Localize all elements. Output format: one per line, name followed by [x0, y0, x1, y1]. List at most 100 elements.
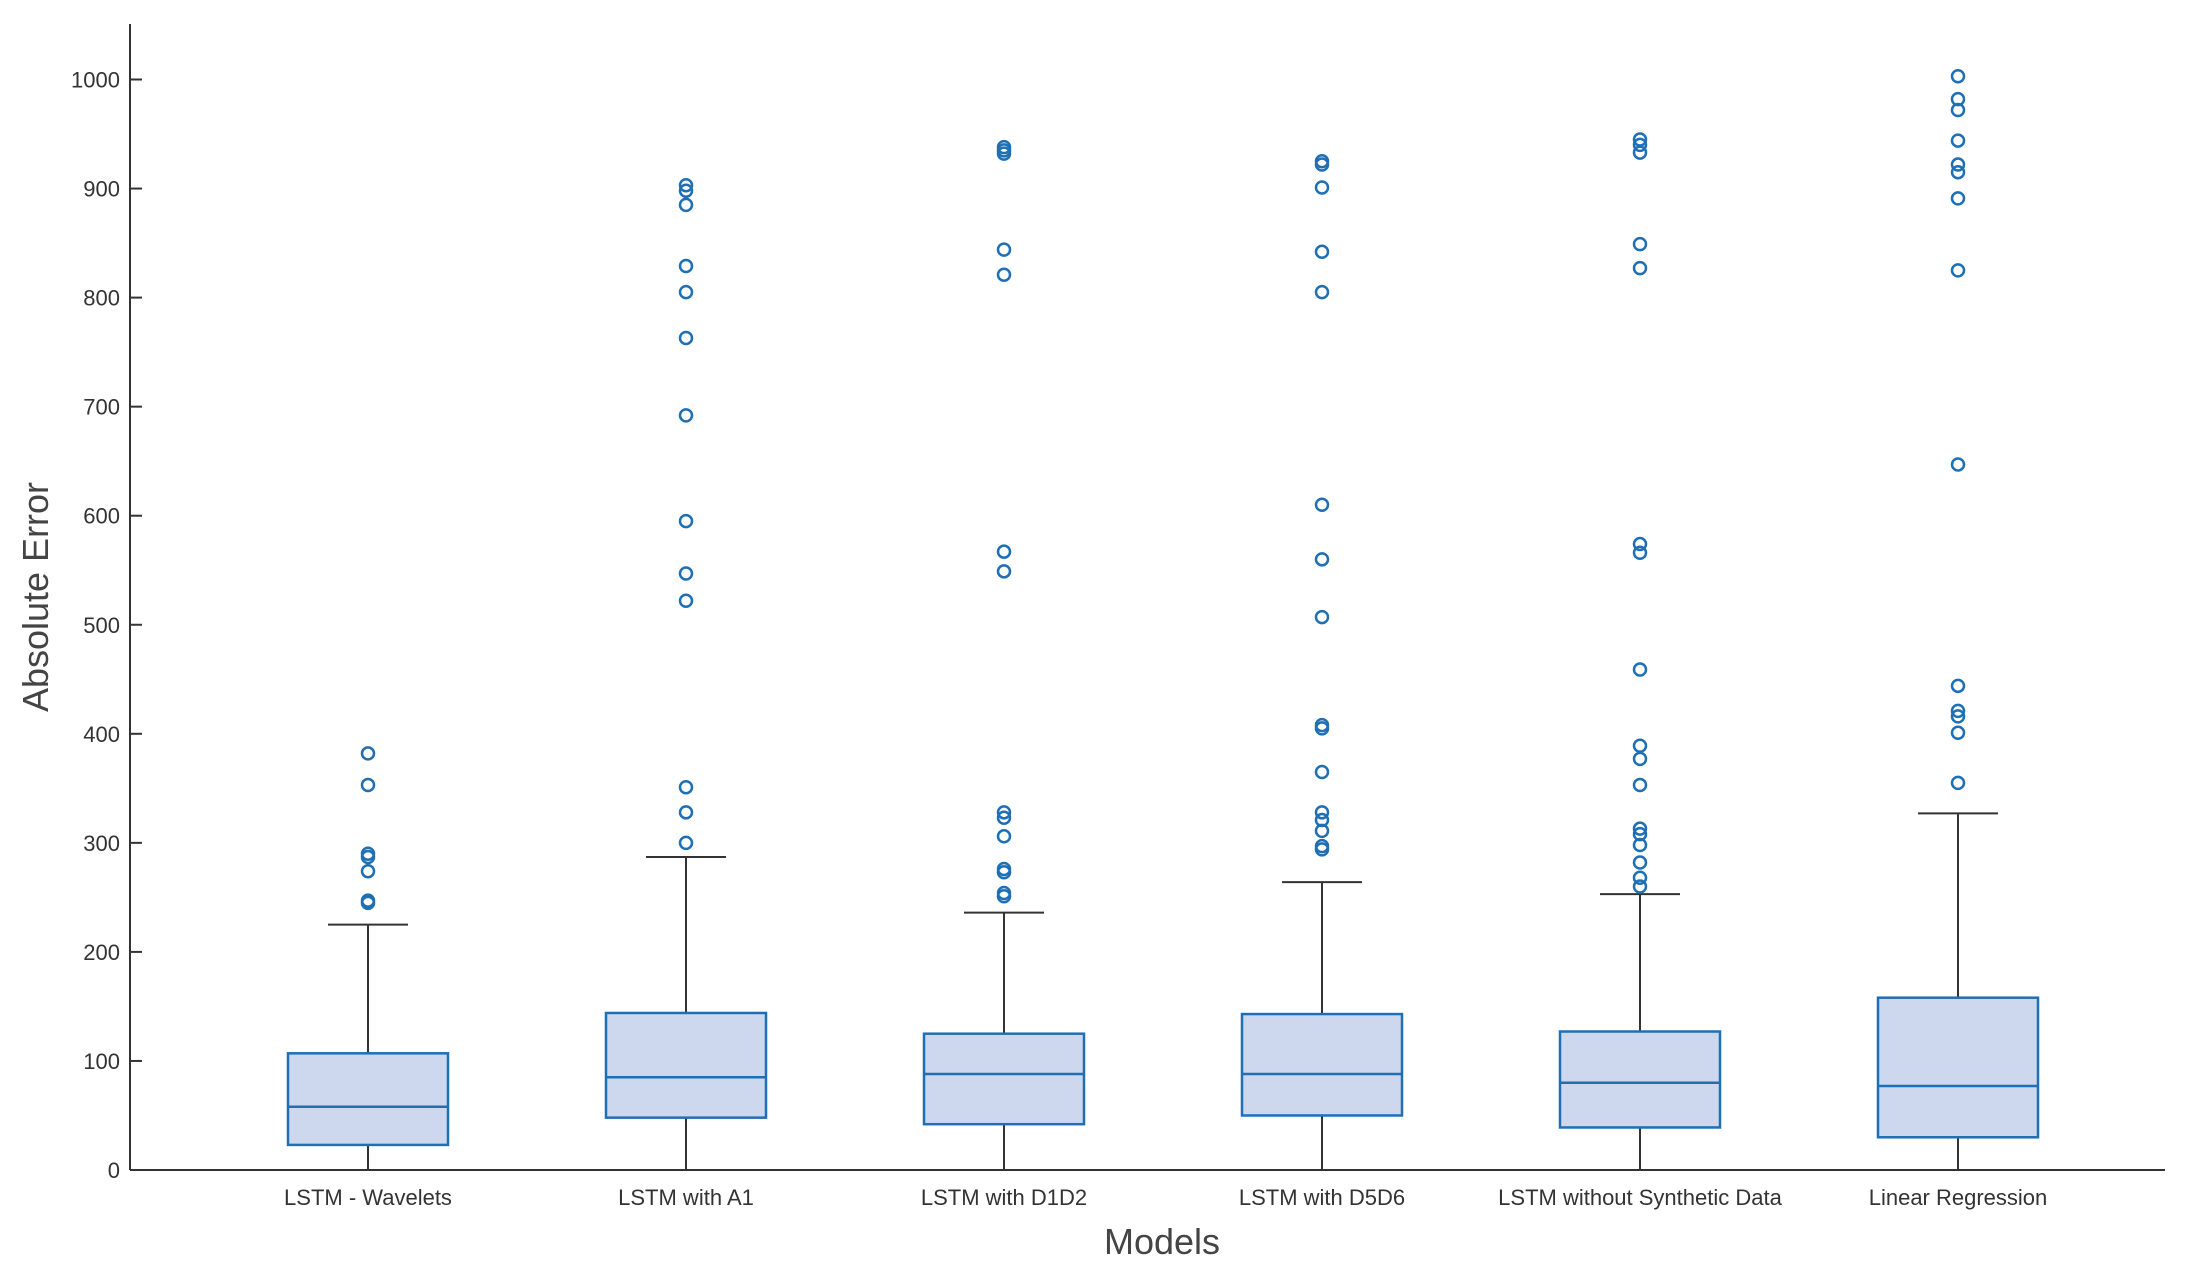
box-group [1876, 68, 2040, 1171]
outlier-point [360, 893, 376, 908]
outlier-point [678, 593, 694, 609]
x-tick-label: LSTM - Wavelets [284, 1185, 452, 1210]
box-iqr [1558, 1030, 1722, 1129]
outlier-point [996, 829, 1012, 844]
y-tick-label: 0 [108, 1158, 120, 1183]
outlier-point [678, 197, 694, 213]
outlier-point [360, 863, 376, 879]
y-tick-label: 100 [83, 1049, 120, 1074]
outlier-point [996, 267, 1012, 282]
outlier-point [678, 408, 694, 423]
outlier-point [678, 779, 694, 795]
outlier-point [1314, 717, 1330, 733]
outlier-point [1950, 164, 1966, 180]
outlier-point [1950, 709, 1966, 724]
outlier-point [996, 861, 1012, 877]
outlier-point [1632, 236, 1648, 252]
outlier-point [996, 564, 1012, 579]
outlier-point [996, 810, 1012, 826]
box-iqr [604, 1011, 768, 1119]
y-tick-label: 200 [83, 940, 120, 965]
outlier-point [1314, 805, 1330, 820]
outlier-point [1314, 284, 1330, 300]
outlier-point [996, 544, 1012, 559]
box-group [922, 139, 1086, 1171]
axes [129, 24, 2165, 1171]
box-group [1240, 154, 1404, 1171]
outlier-point [1314, 244, 1330, 260]
outlier-point [996, 242, 1012, 257]
outlier-point [678, 284, 694, 300]
outlier-point [1950, 263, 1966, 278]
outlier-point [1632, 826, 1648, 842]
outlier-point [360, 746, 376, 761]
box-iqr [1876, 996, 2040, 1139]
box-iqr [1240, 1012, 1404, 1117]
x-tick-label: LSTM without Synthetic Data [1498, 1185, 1782, 1210]
outlier-point [360, 777, 376, 793]
outlier-point [678, 183, 694, 198]
x-tick-label: LSTM with D1D2 [921, 1185, 1087, 1210]
y-tick-label: 300 [83, 831, 120, 856]
box-group [1558, 132, 1722, 1171]
outlier-point [1632, 137, 1648, 153]
outlier-point [1314, 609, 1330, 625]
outlier-point [1950, 68, 1966, 84]
outlier-point [1632, 751, 1648, 767]
outlier-point [1314, 764, 1330, 780]
outlier-point [1950, 133, 1966, 148]
y-tick-label: 900 [83, 177, 120, 202]
outlier-point [1632, 545, 1648, 561]
x-axis-title: Models [1104, 1221, 1220, 1262]
outlier-point [1632, 777, 1648, 793]
outlier-point [678, 330, 694, 346]
outlier-point [1632, 821, 1648, 836]
box-iqr [922, 1032, 1086, 1126]
outlier-point [1632, 879, 1648, 894]
outlier-point [1314, 838, 1330, 854]
outlier-point [1632, 132, 1648, 147]
x-ticks: LSTM - Wavelets LSTM with A1 LSTM with D1D… [284, 1160, 2047, 1210]
outlier-point [1314, 552, 1330, 567]
outlier-point [1950, 775, 1966, 791]
y-tick-label: 600 [83, 504, 120, 529]
outlier-point [1950, 457, 1966, 472]
outlier-point [1950, 191, 1966, 206]
y-tick-label: 1000 [71, 68, 120, 93]
y-ticks: 0 100 200 300 400 500 600 700 800 900 1000 [71, 68, 142, 1183]
outlier-point [1314, 154, 1330, 169]
box-group [286, 746, 450, 1171]
outlier-point [1950, 703, 1966, 719]
outlier-point [1314, 497, 1330, 513]
boxes [286, 68, 2040, 1171]
outlier-point [678, 805, 694, 820]
box-group [604, 178, 768, 1171]
x-tick-label: Linear Regression [1869, 1185, 2048, 1210]
y-tick-label: 400 [83, 722, 120, 747]
outlier-point [1950, 725, 1966, 740]
outlier-point [678, 178, 694, 193]
outlier-point [1950, 91, 1966, 107]
outlier-point [1632, 738, 1648, 754]
outlier-point [678, 258, 694, 274]
outlier-point [996, 139, 1012, 155]
outlier-point [996, 805, 1012, 820]
outlier-point [1632, 662, 1648, 677]
outlier-point [1950, 157, 1966, 172]
outlier-point [1314, 812, 1330, 828]
outlier-point [1632, 855, 1648, 870]
outlier-point [678, 835, 694, 851]
y-tick-label: 800 [83, 286, 120, 311]
outlier-point [1632, 536, 1648, 552]
outlier-point [1632, 870, 1648, 885]
outlier-point [678, 513, 694, 529]
outlier-point [678, 566, 694, 581]
outlier-point [996, 885, 1012, 901]
outlier-point [1632, 260, 1648, 276]
y-axis-title: Absolute Error [15, 482, 56, 712]
box-iqr [286, 1052, 450, 1147]
x-tick-label: LSTM with A1 [618, 1185, 754, 1210]
x-tick-label: LSTM with D5D6 [1239, 1185, 1405, 1210]
outlier-point [1950, 678, 1966, 694]
